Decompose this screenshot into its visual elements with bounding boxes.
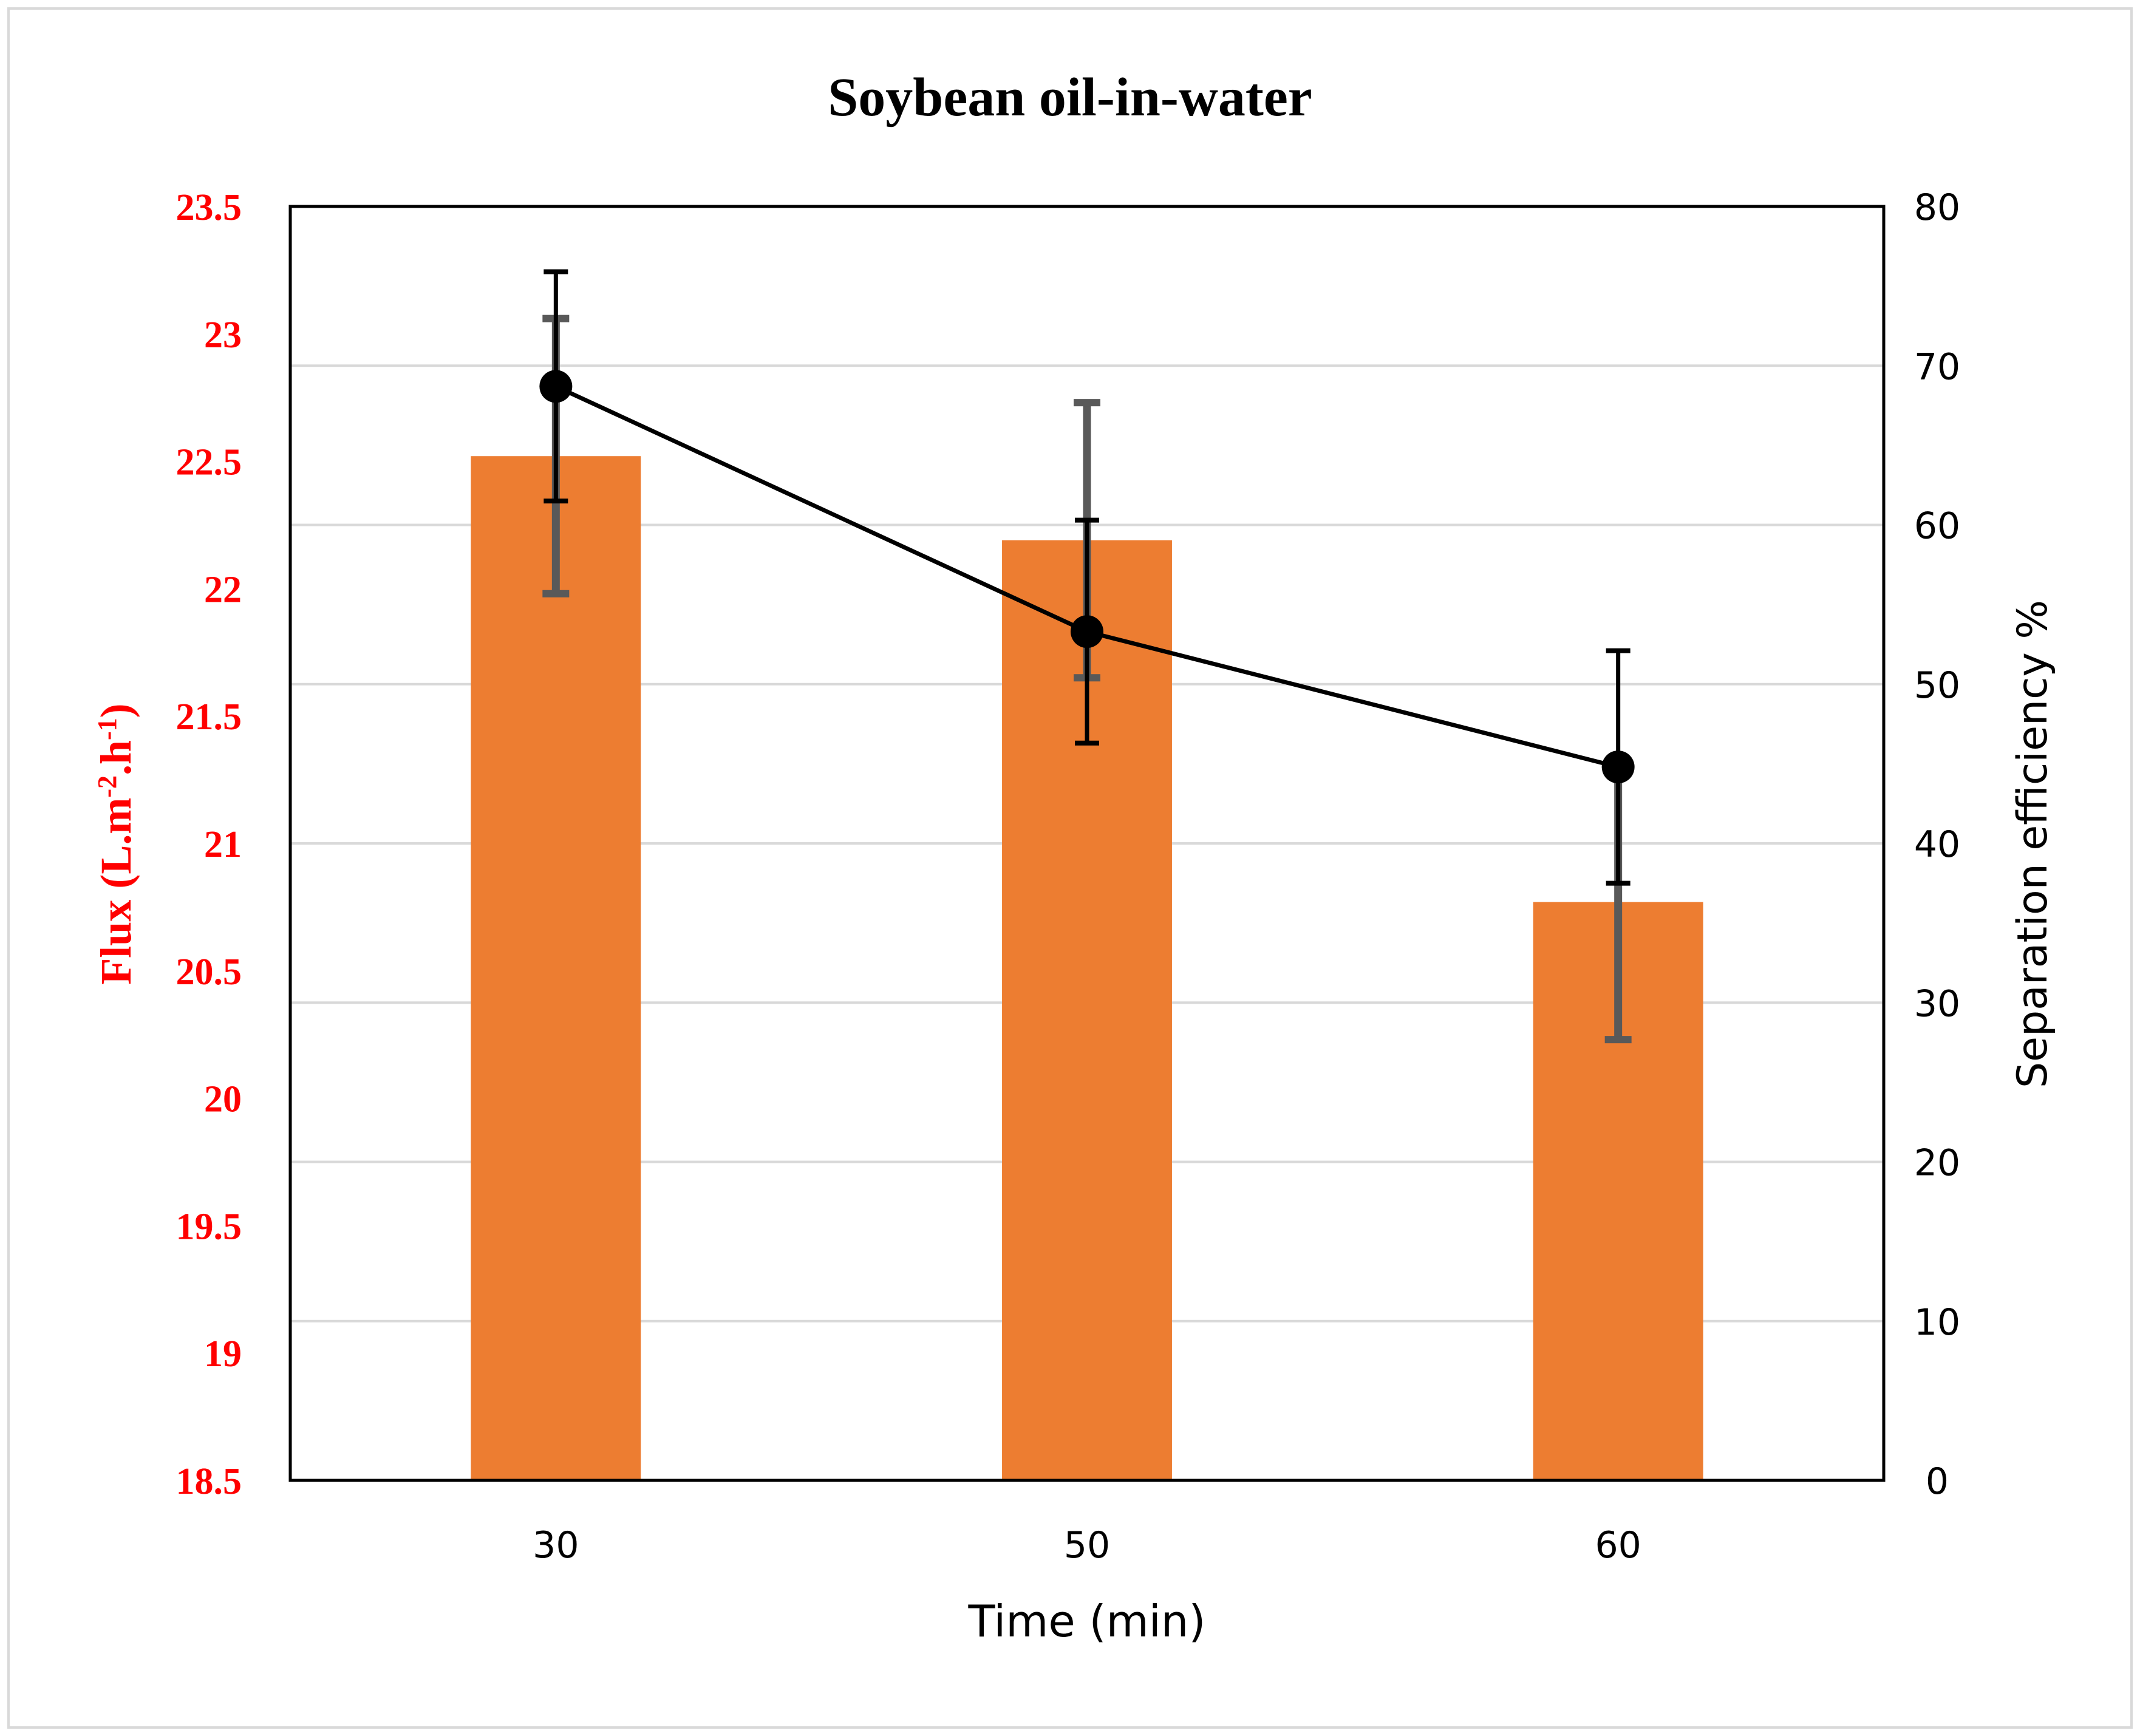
left-tick-label: 23 bbox=[204, 315, 242, 356]
left-tick-label: 20.5 bbox=[176, 951, 242, 993]
right-tick-label: 20 bbox=[1914, 1142, 1960, 1185]
right-tick-label: 0 bbox=[1926, 1460, 1949, 1503]
right-tick-label: 30 bbox=[1914, 982, 1960, 1025]
flux-bars bbox=[471, 456, 1703, 1480]
left-tick-label: 19.5 bbox=[176, 1206, 242, 1247]
left-tick-label: 18.5 bbox=[176, 1461, 242, 1502]
efficiency-markers bbox=[539, 370, 1635, 784]
chart-title: Soybean oil-in-water bbox=[828, 67, 1312, 128]
left-tick-label: 21.5 bbox=[176, 696, 242, 738]
x-tick-label: 30 bbox=[533, 1524, 579, 1567]
efficiency-point bbox=[539, 370, 573, 403]
right-tick-label: 80 bbox=[1914, 186, 1960, 229]
right-tick-label: 60 bbox=[1914, 505, 1960, 548]
left-tick-label: 20 bbox=[204, 1079, 242, 1120]
left-axis-label: Flux (L.m-2.h-1) bbox=[92, 703, 140, 984]
right-axis-label: Separation efficiency % bbox=[2009, 600, 2057, 1088]
left-axis-ticks: 18.5 19 19.5 20 20.5 21 21.5 22 22.5 23 23.5 bbox=[176, 187, 242, 1502]
x-tick-label: 50 bbox=[1064, 1524, 1110, 1567]
x-tick-label: 60 bbox=[1595, 1524, 1641, 1567]
left-tick-label: 22.5 bbox=[176, 442, 242, 483]
right-tick-label: 70 bbox=[1914, 345, 1960, 388]
right-axis-ticks: 0 10 20 30 40 50 60 70 80 bbox=[1914, 186, 1960, 1503]
right-tick-label: 50 bbox=[1914, 664, 1960, 707]
efficiency-point bbox=[1601, 751, 1635, 784]
left-tick-label: 21 bbox=[204, 824, 242, 865]
flux-bar bbox=[471, 456, 641, 1480]
plot-area-border bbox=[288, 205, 1886, 1482]
right-tick-label: 40 bbox=[1914, 823, 1960, 866]
left-tick-label: 19 bbox=[204, 1333, 242, 1375]
x-axis-ticks: 30 50 60 bbox=[533, 1524, 1641, 1567]
right-tick-label: 10 bbox=[1914, 1301, 1960, 1344]
efficiency-point bbox=[1071, 615, 1103, 648]
left-tick-label: 22 bbox=[204, 569, 242, 610]
x-axis-label: Time (min) bbox=[967, 1596, 1205, 1647]
left-tick-label: 23.5 bbox=[176, 187, 242, 228]
